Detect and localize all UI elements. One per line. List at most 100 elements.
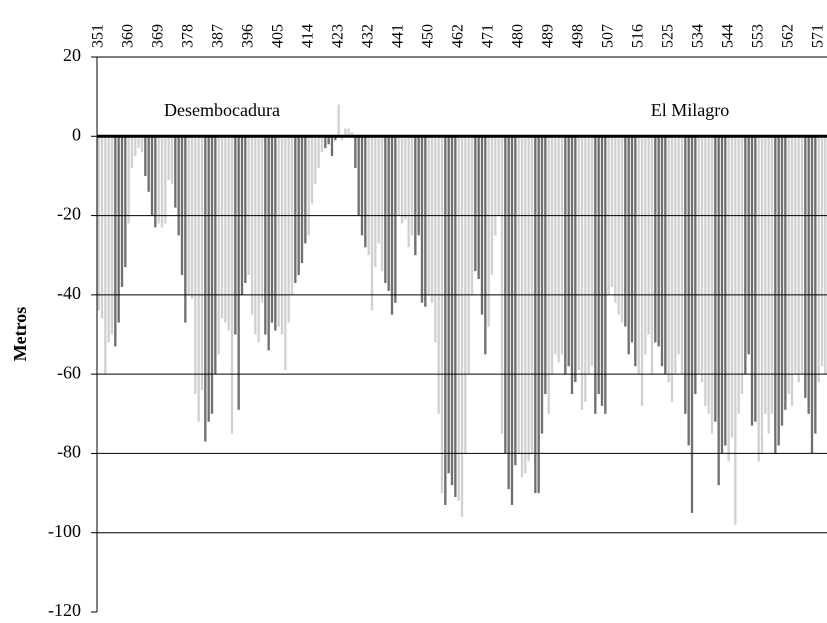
bar — [824, 136, 827, 375]
bar — [714, 136, 717, 422]
bar — [687, 136, 690, 446]
bar — [807, 136, 810, 414]
bar — [130, 136, 134, 168]
bar — [137, 136, 140, 149]
bar — [377, 136, 380, 244]
bar — [287, 136, 290, 323]
bar — [344, 128, 347, 137]
bar — [314, 136, 317, 184]
bar — [244, 136, 247, 283]
bar — [567, 136, 570, 367]
x-tick-label: 498 — [569, 24, 586, 48]
bar — [384, 136, 387, 283]
bar — [480, 136, 484, 315]
bar — [457, 136, 460, 502]
bar — [267, 136, 270, 351]
bar — [730, 136, 734, 438]
bar — [110, 136, 114, 335]
bar — [627, 136, 630, 355]
bar — [430, 136, 434, 303]
bar — [197, 136, 200, 422]
bar — [397, 136, 400, 216]
bar — [557, 136, 560, 363]
bar — [207, 136, 210, 422]
bar — [167, 136, 170, 180]
bar — [307, 136, 310, 236]
bar — [547, 136, 550, 414]
bar — [460, 136, 464, 517]
bar — [820, 136, 824, 367]
bar — [477, 136, 480, 279]
bar — [297, 136, 300, 276]
x-tick-label: 571 — [809, 24, 826, 48]
bar — [234, 136, 237, 335]
bar — [707, 136, 710, 414]
bar — [327, 136, 330, 145]
x-tick-label: 441 — [389, 24, 406, 48]
bar — [737, 136, 740, 414]
bar — [144, 136, 147, 176]
bar — [334, 136, 337, 141]
bar — [564, 136, 567, 375]
bar — [490, 136, 494, 276]
bar — [630, 136, 634, 343]
bar — [770, 136, 774, 414]
bar — [657, 136, 660, 347]
y-tick-label: 0 — [72, 124, 81, 144]
bar — [514, 136, 517, 466]
bar — [410, 136, 414, 236]
bar — [420, 136, 424, 303]
bar — [637, 136, 640, 375]
bar — [184, 136, 187, 323]
bar — [114, 136, 117, 347]
bar — [227, 136, 230, 331]
y-tick-label: -100 — [48, 521, 81, 541]
bar — [134, 136, 137, 157]
bar — [270, 136, 274, 323]
bar — [387, 136, 390, 291]
bar — [447, 136, 450, 474]
bar — [764, 136, 767, 414]
bar — [797, 136, 800, 383]
bar — [474, 136, 477, 272]
bar — [577, 136, 580, 371]
bar — [727, 136, 730, 462]
bar — [544, 136, 547, 394]
bar — [284, 136, 287, 371]
bar — [584, 136, 587, 402]
x-tick-label: 378 — [179, 24, 196, 48]
bar — [674, 136, 677, 375]
x-tick-label: 351 — [89, 24, 106, 48]
bar — [164, 136, 167, 224]
x-tick-label: 553 — [749, 24, 766, 48]
bar — [104, 136, 107, 375]
bar — [317, 136, 320, 168]
bar — [484, 136, 487, 355]
bar — [524, 136, 527, 474]
bar — [537, 136, 540, 494]
bar — [677, 136, 680, 355]
bar — [180, 136, 184, 276]
bar — [710, 136, 714, 434]
bar — [740, 136, 744, 394]
bar — [157, 136, 160, 224]
bar — [407, 136, 410, 248]
bar — [300, 136, 304, 264]
bar — [794, 136, 797, 375]
x-tick-label: 450 — [419, 24, 436, 48]
bar — [274, 136, 277, 331]
x-tick-label: 471 — [479, 24, 496, 48]
bar — [610, 136, 614, 287]
bar — [534, 136, 537, 494]
x-tick-label: 544 — [719, 24, 736, 48]
bar — [294, 136, 297, 283]
bar — [684, 136, 687, 414]
bar — [784, 136, 787, 410]
y-axis-label: Metros — [10, 307, 30, 362]
bar — [634, 136, 637, 367]
bar — [140, 136, 144, 153]
bar — [800, 136, 804, 375]
bar — [697, 136, 700, 375]
bar — [277, 136, 280, 327]
